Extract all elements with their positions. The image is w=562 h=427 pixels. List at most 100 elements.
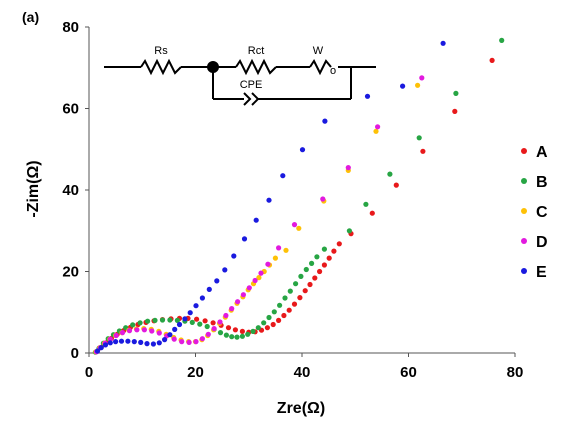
- cpe-symbol-2: [251, 92, 260, 106]
- data-point: [240, 292, 246, 298]
- data-point: [239, 328, 245, 334]
- data-point: [199, 295, 205, 301]
- data-point: [415, 82, 421, 88]
- data-point: [264, 325, 270, 331]
- data-point: [150, 341, 156, 347]
- axes: 0 20 40 60 80 0 20 40 60 80: [62, 19, 523, 381]
- data-point: [130, 322, 136, 328]
- data-point: [193, 303, 199, 309]
- data-point: [194, 316, 200, 322]
- data-point: [229, 306, 235, 312]
- data-point: [229, 334, 235, 340]
- data-point: [171, 336, 177, 342]
- x-tick-label: 40: [294, 364, 311, 381]
- data-point: [320, 196, 326, 202]
- data-point: [118, 338, 125, 344]
- x-tick-label: 80: [507, 364, 524, 381]
- data-point: [232, 327, 238, 333]
- data-point: [149, 328, 155, 334]
- data-point: [94, 348, 101, 354]
- data-point: [309, 260, 315, 266]
- legend-marker: [521, 238, 527, 244]
- x-tick-label: 0: [85, 364, 93, 381]
- data-point: [373, 128, 379, 134]
- data-point: [281, 312, 287, 319]
- data-point: [167, 317, 173, 323]
- rct-resistor-symbol: [235, 58, 277, 76]
- legend-label: E: [536, 264, 547, 281]
- y-tick-label: 40: [62, 182, 79, 199]
- data-point: [176, 321, 183, 328]
- data-point: [217, 330, 224, 336]
- data-point: [266, 197, 272, 203]
- data-point: [369, 210, 375, 216]
- series-e: [94, 40, 446, 354]
- data-point: [252, 277, 258, 284]
- data-point: [400, 83, 406, 89]
- data-point: [246, 285, 252, 291]
- data-point: [214, 278, 220, 284]
- data-point: [182, 316, 188, 322]
- data-point: [210, 320, 216, 326]
- legend-item-e: E: [521, 264, 547, 281]
- y-axis-label: -Zim(Ω): [25, 160, 42, 217]
- data-point: [346, 228, 352, 234]
- data-point: [419, 75, 425, 81]
- data-point: [256, 275, 262, 281]
- circuit-label-rct: Rct: [248, 45, 265, 57]
- data-point: [189, 319, 195, 325]
- data-point: [172, 326, 178, 332]
- data-point: [223, 332, 229, 338]
- data-point: [440, 40, 446, 46]
- legend-marker: [521, 178, 527, 184]
- data-point: [296, 225, 302, 231]
- data-point: [420, 148, 426, 154]
- legend-label: C: [536, 204, 548, 221]
- legend-marker: [521, 208, 527, 214]
- data-point: [113, 332, 119, 339]
- data-point: [293, 281, 299, 287]
- data-point: [321, 246, 327, 252]
- data-point: [307, 281, 313, 288]
- data-point: [225, 325, 232, 331]
- data-point: [202, 318, 208, 324]
- legend-item-a: A: [521, 144, 548, 161]
- data-point: [250, 328, 256, 334]
- circuit-node: [207, 61, 219, 73]
- data-point: [322, 118, 328, 124]
- legend-label: A: [536, 144, 548, 161]
- data-point: [186, 339, 192, 345]
- data-point: [206, 286, 212, 292]
- data-point: [239, 333, 245, 339]
- data-point: [205, 331, 211, 337]
- data-point: [145, 318, 151, 324]
- data-point: [321, 262, 327, 268]
- legend-marker: [521, 268, 527, 274]
- legend-item-c: C: [521, 204, 548, 221]
- data-point: [282, 295, 288, 301]
- data-points: [92, 37, 505, 355]
- data-point: [211, 326, 217, 332]
- data-point: [253, 217, 259, 223]
- data-point: [265, 261, 271, 267]
- data-point: [280, 173, 286, 179]
- data-point: [453, 90, 459, 96]
- data-point: [179, 339, 185, 345]
- data-point: [276, 245, 282, 251]
- data-point: [364, 93, 371, 99]
- data-point: [283, 247, 289, 253]
- data-point: [126, 328, 133, 334]
- data-point: [271, 309, 277, 315]
- data-point: [241, 236, 248, 242]
- data-point: [107, 340, 113, 346]
- data-point: [222, 267, 228, 273]
- data-point: [197, 321, 203, 327]
- data-point: [231, 253, 237, 259]
- series-d: [93, 75, 425, 355]
- data-point: [277, 302, 283, 308]
- rs-resistor-symbol: [140, 58, 182, 76]
- panel-label: (a): [22, 9, 39, 25]
- data-point: [299, 147, 306, 153]
